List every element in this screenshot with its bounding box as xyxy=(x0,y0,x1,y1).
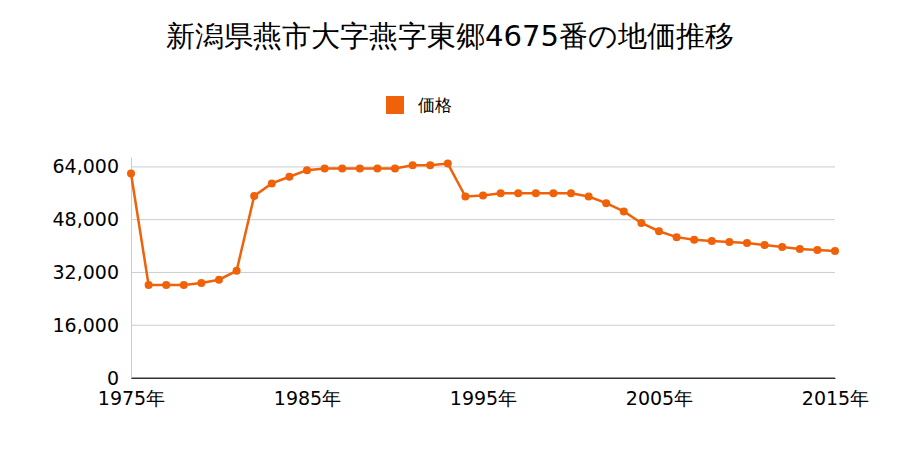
point xyxy=(145,281,153,289)
point xyxy=(233,267,241,275)
x-tick-label: 2015年 xyxy=(802,387,869,409)
grid xyxy=(131,167,835,378)
y-tick-label: 48,000 xyxy=(53,208,119,230)
markers xyxy=(127,160,839,289)
grid-line xyxy=(131,219,835,220)
y-tick-label: 0 xyxy=(107,367,119,389)
chart: 新潟県燕市大字燕字東郷4675番の地価推移価格 0 16,000 32,000 48,0… xyxy=(0,0,900,450)
point xyxy=(831,247,839,255)
point xyxy=(690,236,698,244)
point xyxy=(567,189,575,197)
point xyxy=(813,246,821,254)
point xyxy=(197,279,205,287)
point xyxy=(673,233,681,241)
point xyxy=(215,276,223,284)
point xyxy=(321,165,329,173)
point xyxy=(285,173,293,181)
point xyxy=(725,238,733,246)
point xyxy=(127,169,135,177)
point xyxy=(549,189,557,197)
title: 新潟県燕市大字燕字東郷4675番の地価推移 xyxy=(166,19,734,53)
legend-swatch xyxy=(386,96,404,114)
point xyxy=(532,189,540,197)
y-axis: 0 16,000 32,000 48,000 64,000 xyxy=(53,155,132,388)
point xyxy=(162,281,170,289)
x-tick: 2015年 xyxy=(802,378,869,409)
point xyxy=(655,227,663,235)
x-tick: 1995年 xyxy=(450,378,517,409)
point xyxy=(268,179,276,187)
x-axis-line xyxy=(132,378,836,379)
grid-line xyxy=(131,166,835,167)
y-tick: 32,000 xyxy=(53,261,131,283)
y-tick: 48,000 xyxy=(53,208,131,230)
grid-line xyxy=(131,378,835,379)
y-tick-label: 16,000 xyxy=(53,314,119,336)
point xyxy=(620,207,628,215)
point xyxy=(391,165,399,173)
point xyxy=(796,245,804,253)
point xyxy=(637,219,645,227)
legend: 価格 xyxy=(386,95,452,115)
plot-area xyxy=(127,160,839,289)
point xyxy=(461,193,469,201)
x-axis: 1975年 1985年 1995年 2005年 2015年 xyxy=(98,378,869,409)
point xyxy=(409,161,417,169)
point xyxy=(585,193,593,201)
point xyxy=(180,281,188,289)
x-tick-label: 1985年 xyxy=(274,387,341,409)
legend-label: 価格 xyxy=(418,95,452,115)
point xyxy=(373,165,381,173)
x-tick: 2005年 xyxy=(626,378,693,409)
point xyxy=(303,166,311,174)
point xyxy=(497,189,505,197)
x-tick-label: 1975年 xyxy=(98,387,165,409)
point xyxy=(602,199,610,207)
x-tick: 1975年 xyxy=(98,378,165,409)
point xyxy=(338,165,346,173)
point xyxy=(743,239,751,247)
x-tick-label: 1995年 xyxy=(450,387,517,409)
point xyxy=(426,161,434,169)
y-tick-label: 32,000 xyxy=(53,261,119,283)
line xyxy=(131,164,835,285)
y-tick: 16,000 xyxy=(53,314,131,336)
point xyxy=(250,192,258,200)
x-tick: 1985年 xyxy=(274,378,341,409)
y-tick-label: 64,000 xyxy=(53,155,119,177)
x-tick-label: 2005年 xyxy=(626,387,693,409)
point xyxy=(761,241,769,249)
point xyxy=(356,165,364,173)
point xyxy=(778,243,786,251)
y-tick: 0 xyxy=(107,367,131,389)
y-axis-line xyxy=(131,158,132,379)
point xyxy=(514,189,522,197)
grid-line xyxy=(131,325,835,326)
point xyxy=(708,237,716,245)
point xyxy=(444,160,452,168)
point xyxy=(479,192,487,200)
y-tick: 64,000 xyxy=(53,155,131,177)
